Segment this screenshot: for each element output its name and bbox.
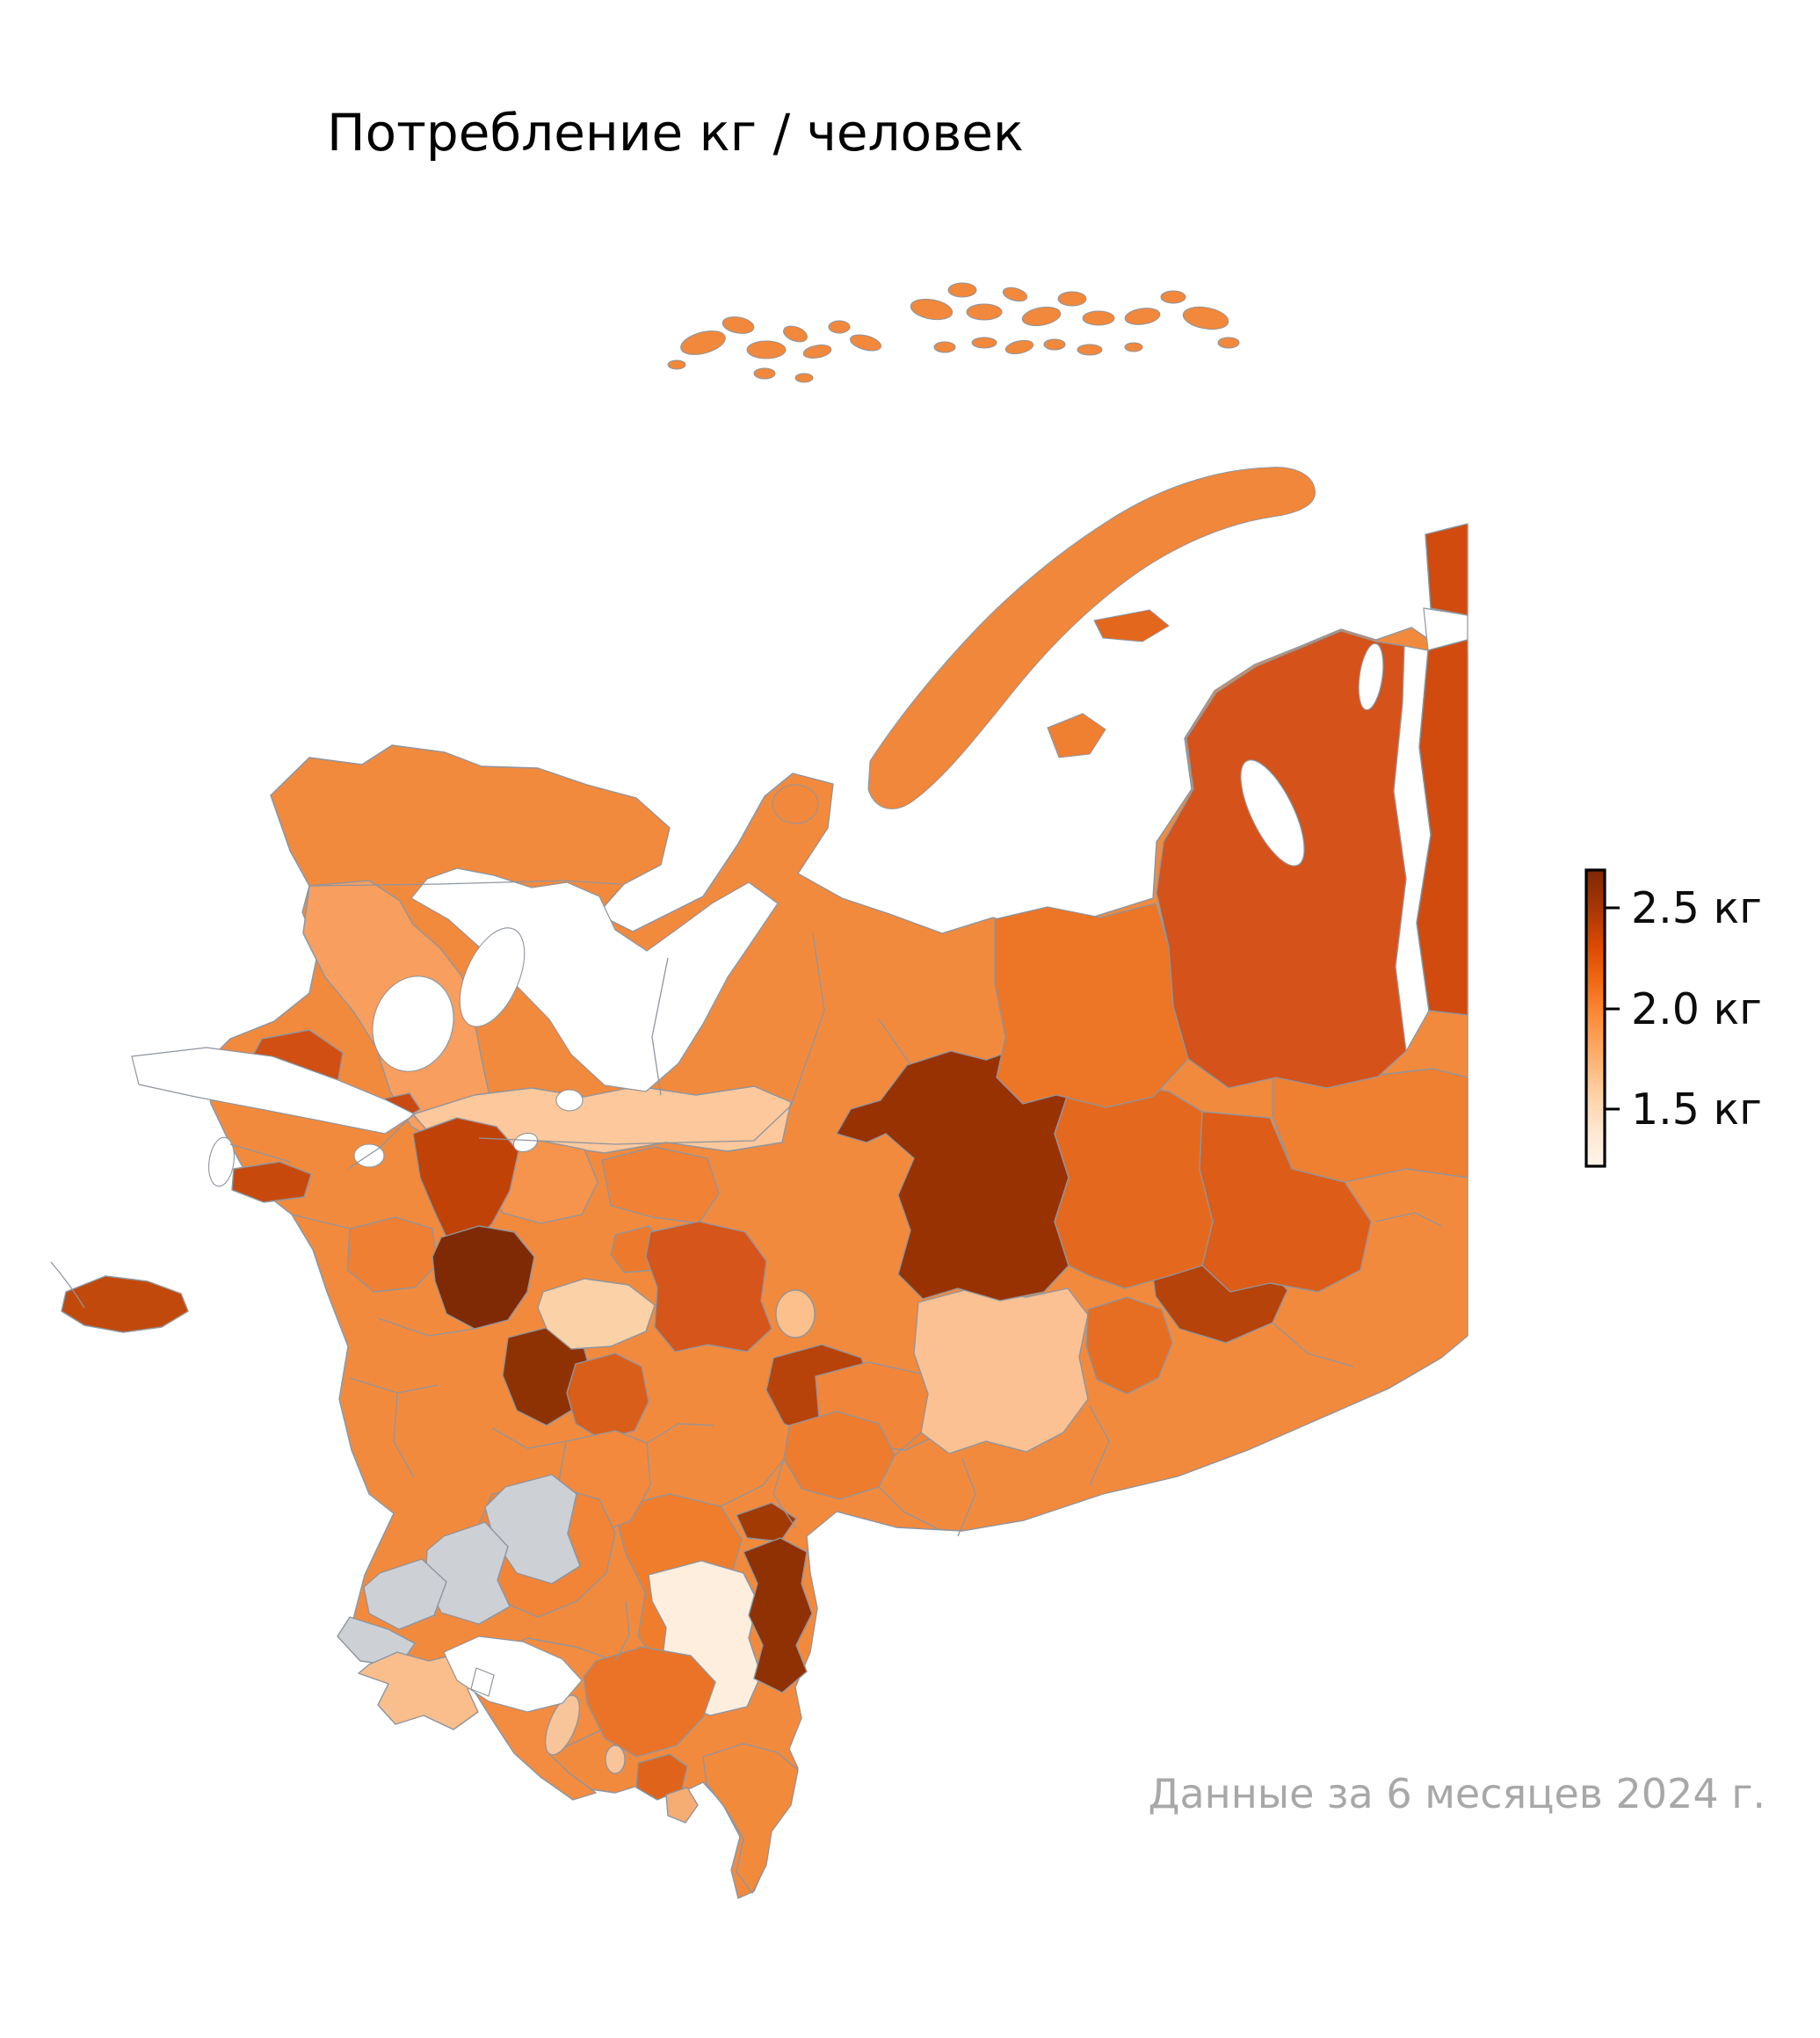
map-region-polar-strip: [1416, 639, 1468, 1016]
lake-beloye: [555, 1089, 584, 1112]
lake-ladoga: [372, 975, 454, 1072]
novaya-zemlya: [867, 467, 1316, 809]
gulf-of-finland: [131, 1047, 416, 1135]
kerch-strait: [470, 1667, 495, 1697]
map-region-moscow-oblast: [431, 1225, 535, 1330]
map-region-no-data-3: [363, 1558, 447, 1630]
map-region-kirov: [913, 1287, 1089, 1454]
map-region-stavropol: [583, 1646, 716, 1758]
sea-of-azov: [443, 1635, 583, 1713]
map-region-chuvashia: [775, 1289, 816, 1338]
map-region-perm-east: [1054, 1082, 1214, 1289]
map-region-adygea: [544, 1694, 581, 1756]
map-region-vladimir: [537, 1278, 656, 1350]
map-region-udmurtia: [1085, 1296, 1173, 1395]
pechora-bay: [1240, 759, 1305, 867]
map-caption: Данные за 6 месяцев 2024 г.: [1148, 1770, 1766, 1817]
map-region-dagestan: [702, 1743, 799, 1894]
map-region-pskov-sliver: [231, 1161, 312, 1203]
lake-chudskoe: [208, 1136, 235, 1187]
map-region-ryazan: [566, 1353, 649, 1440]
region-border-lines: [229, 880, 1442, 1662]
arctic-sliver: [1093, 609, 1170, 642]
colorbar: 2.5 кг 2.0 кг 1.5 кг: [1584, 868, 1762, 1168]
colorbar-label-2.0: 2.0 кг: [1631, 984, 1762, 1034]
map-region-smolensk: [346, 1216, 439, 1293]
map-region-astrakhan-north: [736, 1502, 797, 1542]
page-title: Потребление кг / человек: [327, 103, 1024, 163]
map-region-ossetia: [665, 1787, 699, 1824]
kolguyev-island: [772, 784, 819, 824]
map-region-astrakhan: [743, 1537, 813, 1693]
map-region-nizhny: [645, 1221, 772, 1353]
vaygach-island: [1047, 713, 1106, 758]
rybinsk-reservoir: [512, 1132, 539, 1153]
white-sea: [410, 867, 779, 1092]
colorbar-label-2.5: 2.5 кг: [1631, 883, 1762, 933]
colorbar-bar: [1584, 868, 1606, 1168]
map-region-kaliningrad: [61, 1275, 189, 1333]
colorbar-label-1.5: 1.5 кг: [1631, 1084, 1762, 1135]
lake-onega: [459, 927, 526, 1027]
map-region-right-mid-band: [1272, 1064, 1468, 1183]
khaypudyr-bay: [1358, 642, 1384, 711]
map-region-kabardino: [605, 1744, 626, 1774]
map-region-polar-corner: [1425, 523, 1468, 616]
map-region-nenets-mid: [994, 903, 1189, 1108]
map-region-samara: [783, 1411, 895, 1500]
kaliningrad-spit: [50, 1261, 85, 1309]
franz-josef-islands: [667, 282, 1240, 383]
map-region-no-data-1: [484, 1474, 581, 1585]
map-region-tver: [412, 1117, 519, 1249]
map-region-kostroma: [601, 1146, 720, 1224]
